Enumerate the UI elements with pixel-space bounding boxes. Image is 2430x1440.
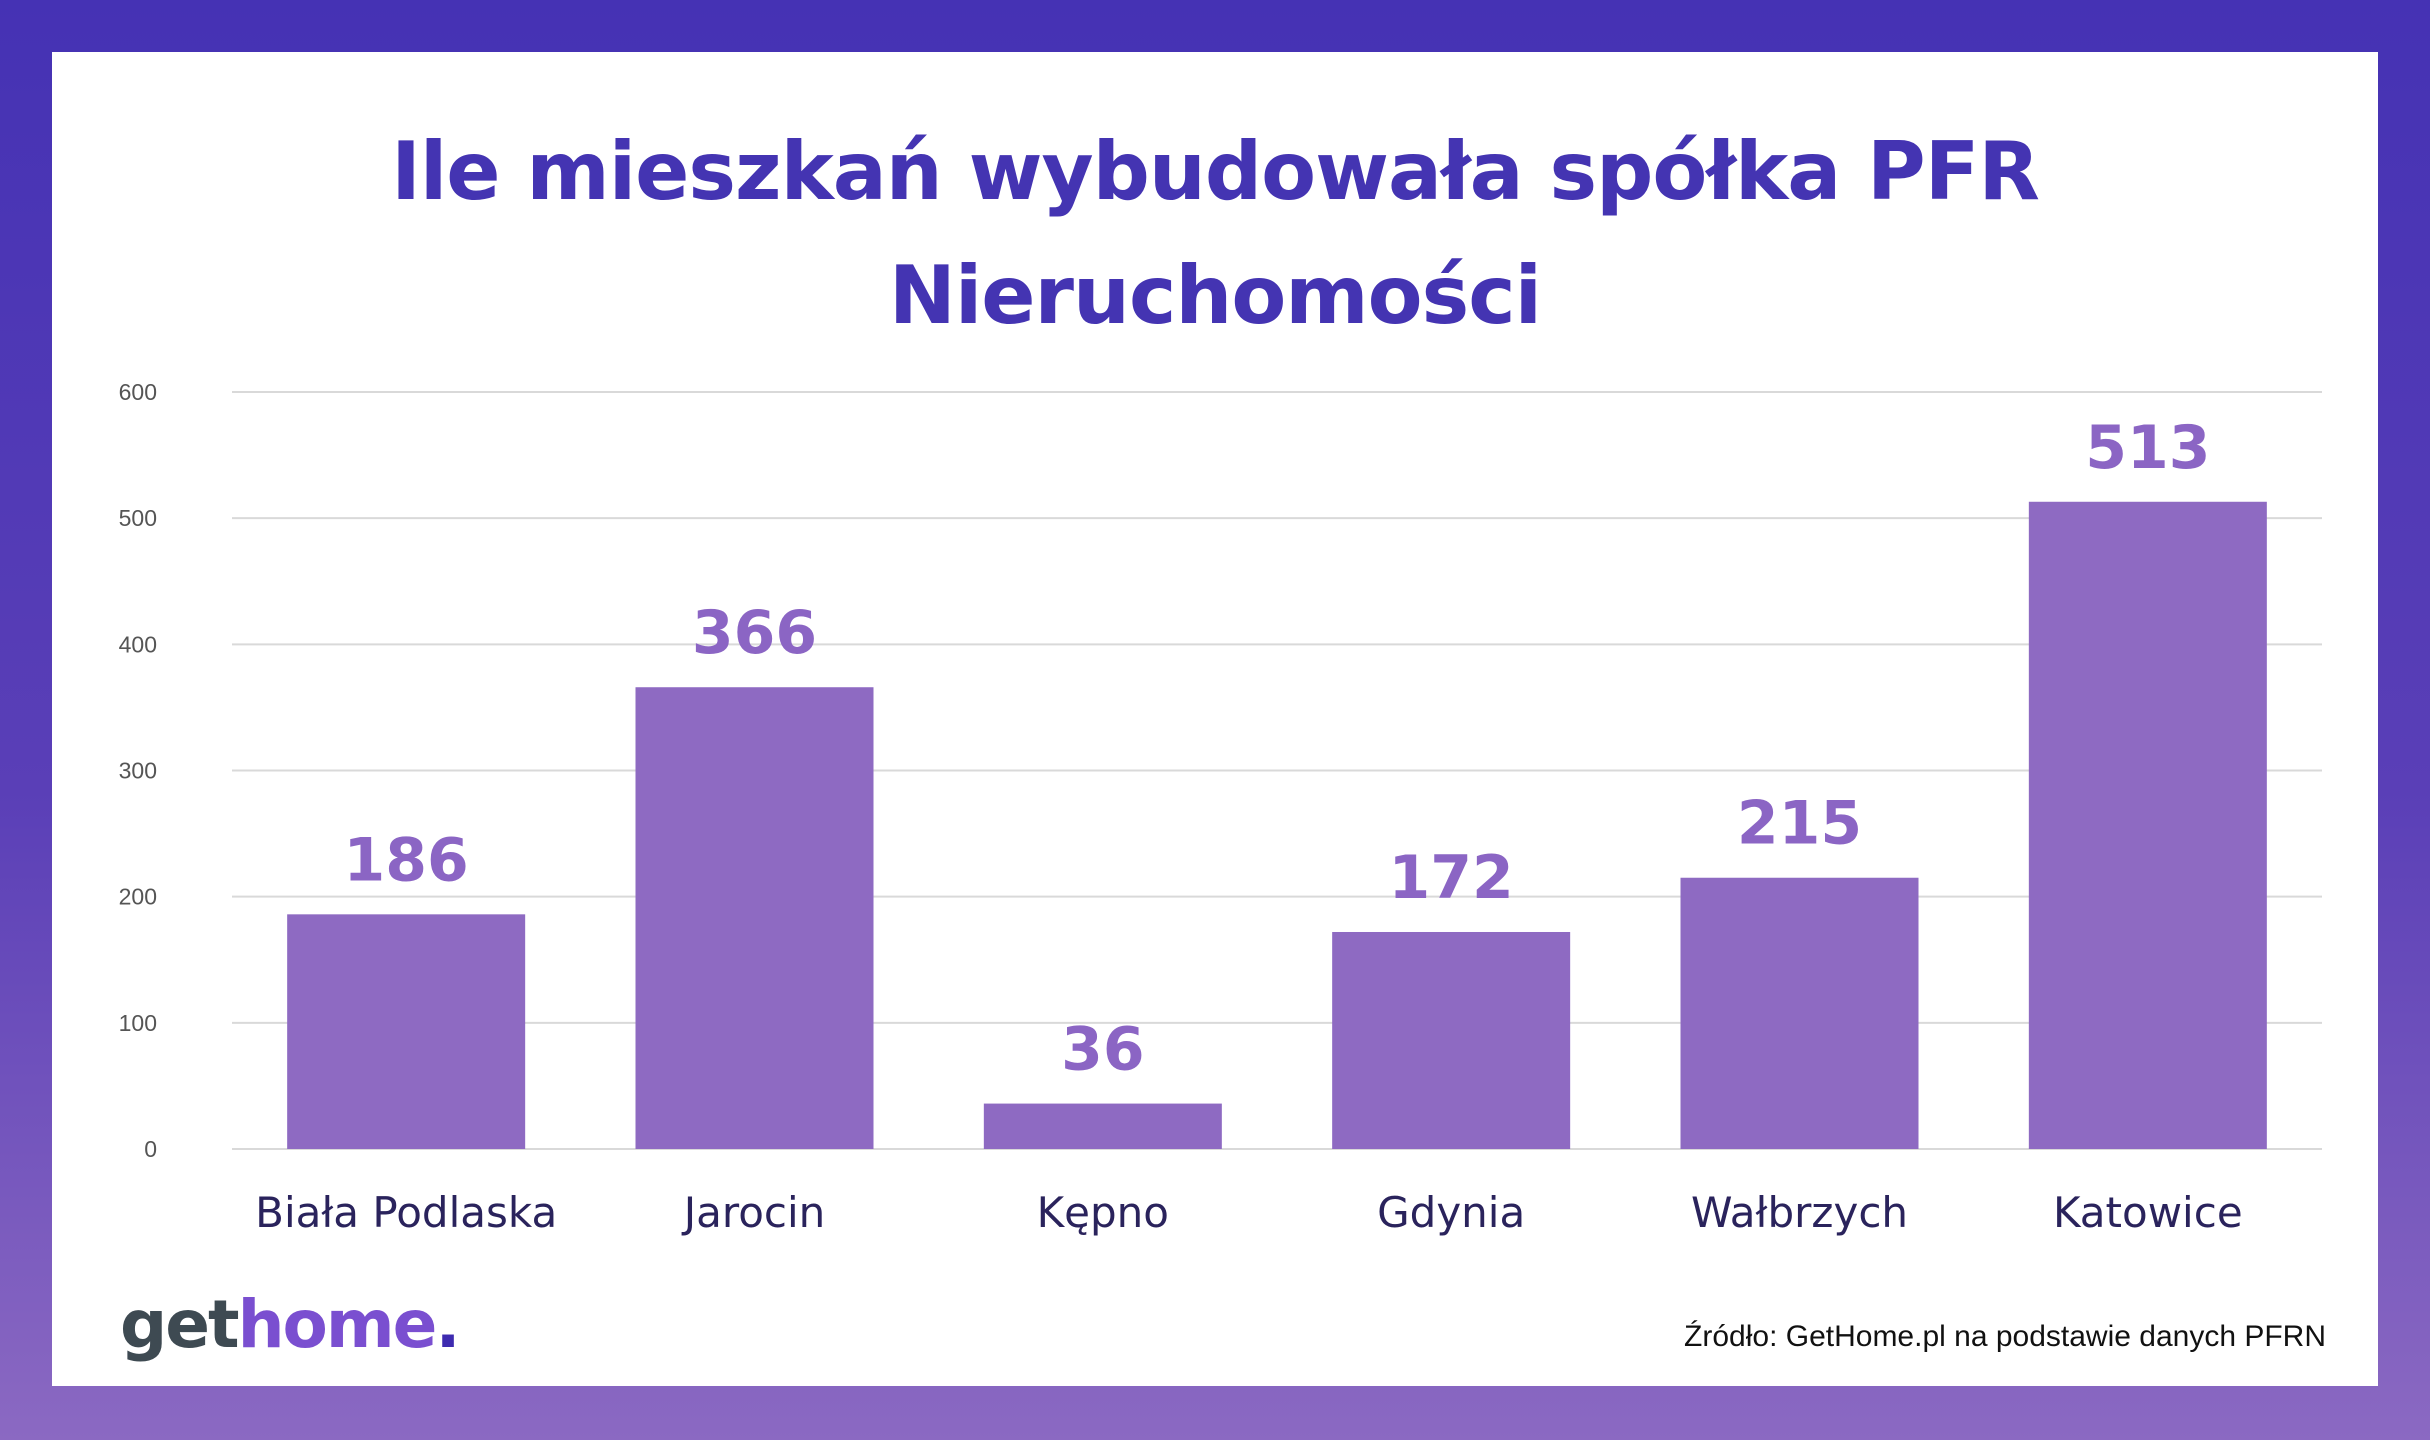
chart-title: Ile mieszkań wybudowała spółka PFR Nieru…: [52, 110, 2378, 358]
bar: [287, 914, 526, 1149]
chart-card: Ile mieszkań wybudowała spółka PFR Nieru…: [52, 52, 2378, 1386]
logo-dot: .: [435, 1286, 460, 1363]
bar: [983, 1103, 1222, 1149]
bars: [287, 501, 2267, 1149]
x-category-label: Kępno: [1037, 1188, 1169, 1237]
bar: [2028, 501, 2267, 1149]
x-category-label: Gdynia: [1377, 1188, 1525, 1237]
y-axis: 0 100 200 300 400 500 600: [119, 379, 157, 1162]
bar-value-label: 36: [1061, 1015, 1145, 1085]
x-category-label: Katowice: [2053, 1188, 2243, 1237]
x-category-label: Jarocin: [681, 1188, 826, 1237]
chart-title-line-2: Nieruchomości: [888, 249, 1542, 342]
bar: [635, 687, 874, 1149]
y-tick-label: 200: [119, 884, 157, 910]
y-tick-label: 100: [119, 1010, 157, 1036]
gethome-logo: gethome.: [120, 1285, 461, 1365]
x-axis: Biała Podlaska Jarocin Kępno Gdynia Wałbrzyc…: [255, 1188, 2243, 1237]
x-category-label: Biała Podlaska: [255, 1188, 557, 1237]
bar: [1332, 931, 1571, 1149]
bar-value-label: 513: [2085, 413, 2210, 483]
y-tick-label: 300: [119, 758, 157, 784]
y-tick-label: 500: [119, 505, 157, 531]
bar-value-label: 172: [1389, 843, 1514, 913]
x-category-label: Wałbrzych: [1691, 1188, 1908, 1237]
bar-value-label: 215: [1737, 789, 1862, 859]
bar-chart: 0 100 200 300 400 500 600 186 366 36 172 215 513 Bi…: [119, 379, 2322, 1237]
bar-value-label: 186: [344, 825, 469, 895]
y-tick-label: 600: [119, 379, 157, 405]
gridlines: [232, 391, 2322, 1150]
bar-value-label: 366: [692, 598, 817, 668]
logo-home-text: home: [237, 1286, 438, 1363]
bar: [1680, 877, 1919, 1149]
data-labels: 186 366 36 172 215 513: [344, 413, 2211, 1085]
source-note: Źródło: GetHome.pl na podstawie danych P…: [1684, 1320, 2326, 1353]
y-tick-label: 400: [119, 631, 157, 657]
logo-get-text: get: [120, 1286, 240, 1363]
chart-title-line-1: Ile mieszkań wybudowała spółka PFR: [391, 125, 2040, 218]
y-tick-label: 0: [144, 1136, 157, 1162]
